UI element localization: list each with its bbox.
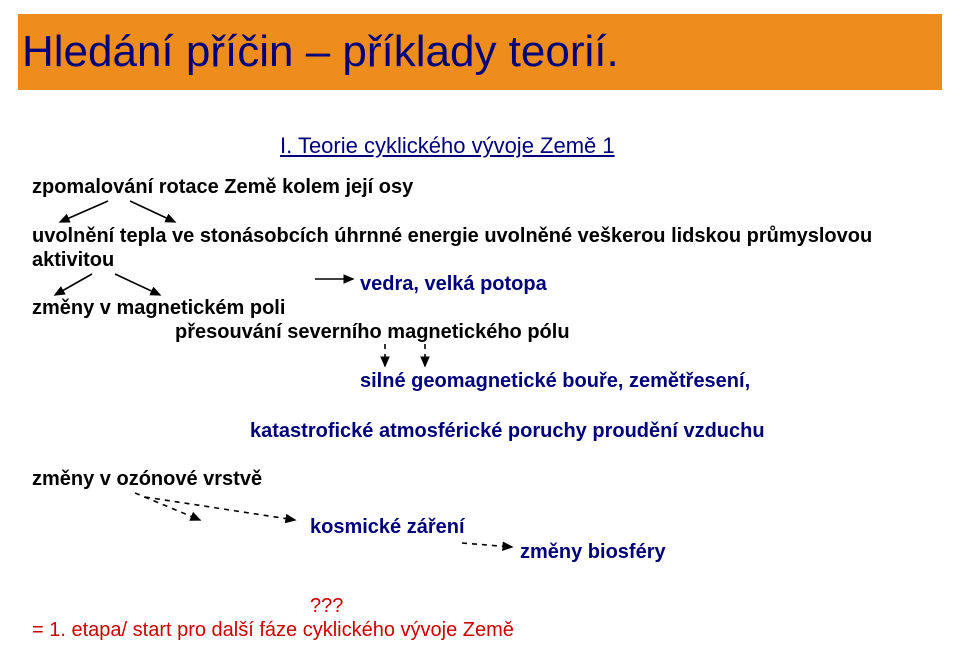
line-atmo: katastrofické atmosférické poruchy proud…: [250, 420, 765, 443]
title-band: Hledání příčin – příklady teorií.: [18, 14, 942, 90]
line-uvolneni-tepla: uvolnění tepla ve stonásobcích úhrnné en…: [32, 225, 872, 248]
question-marks: ???: [310, 595, 343, 618]
line-vedra: vedra, velká potopa: [360, 273, 547, 296]
slide: Hledání příčin – příklady teorií. I. Teo…: [0, 0, 960, 671]
subtitle: I. Teorie cyklického vývoje Země 1: [280, 133, 615, 159]
line-magneticke-poli: změny v magnetickém poli: [32, 297, 285, 320]
line-kosmic: kosmické záření: [310, 516, 465, 539]
line-geomag: silné geomagnetické bouře, zemětřesení,: [360, 370, 750, 393]
slide-title: Hledání příčin – příklady teorií.: [18, 27, 619, 77]
footer-line: = 1. etapa/ start pro další fáze cyklick…: [32, 619, 514, 642]
line-ozon: změny v ozónové vrstvě: [32, 468, 262, 491]
line-presouvani: přesouvání severního magnetického pólu: [175, 321, 570, 344]
line-zpomalovani: zpomalování rotace Země kolem její osy: [32, 176, 413, 199]
line-aktivitou: aktivitou: [32, 249, 114, 272]
line-biosf: změny biosféry: [520, 541, 666, 564]
